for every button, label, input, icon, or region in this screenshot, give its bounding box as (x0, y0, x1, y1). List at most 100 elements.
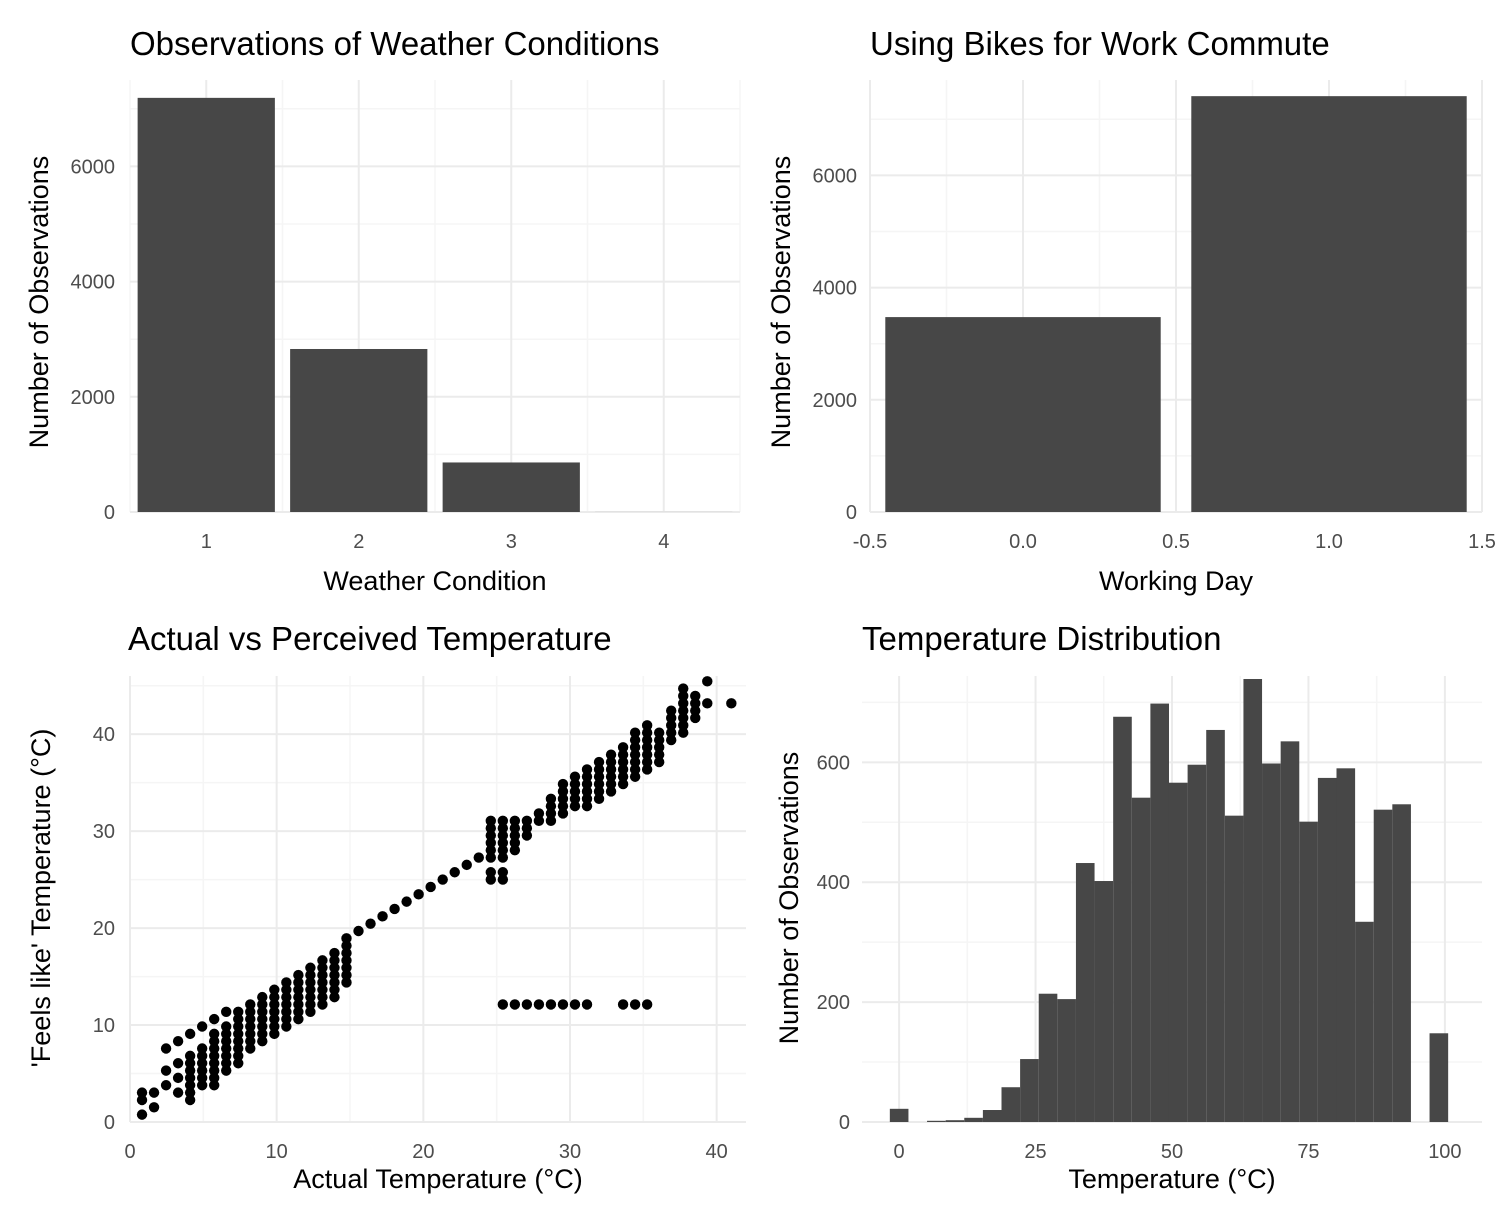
scatter-point (629, 771, 641, 782)
scatter-point (305, 977, 316, 988)
histogram-bar (1280, 741, 1300, 1122)
scatter-point (269, 1021, 280, 1032)
scatter-point (437, 874, 448, 885)
scatter-point (581, 800, 593, 812)
scatter-point (581, 778, 593, 790)
scatter-point (497, 845, 509, 856)
scatter-point (641, 999, 653, 1010)
scatter-point (172, 1058, 184, 1069)
scatter-point (726, 698, 737, 709)
scatter-point (208, 1065, 220, 1076)
histogram-bar (1150, 703, 1169, 1122)
scatter-point (305, 962, 316, 973)
scatter-point (581, 786, 593, 797)
scatter-point (617, 999, 629, 1010)
bar (885, 317, 1161, 512)
scatter-point (569, 786, 581, 797)
scatter-point (666, 720, 677, 731)
y-tick-label: 4000 (813, 278, 858, 300)
scatter-point (196, 1050, 208, 1062)
scatter-point (293, 1006, 304, 1018)
scatter-point (521, 830, 533, 841)
scatter-point (485, 837, 496, 849)
scatter-point (497, 837, 509, 849)
histogram-bar (1075, 863, 1095, 1122)
scatter-point (641, 764, 653, 775)
histogram-bar (1299, 821, 1318, 1122)
scatter-point (329, 969, 340, 981)
scatter-point (257, 1021, 268, 1032)
scatter-point (233, 1013, 244, 1025)
scatter-point (196, 1080, 208, 1091)
scatter-point (509, 837, 521, 849)
scatter-point (184, 1050, 196, 1062)
scatter-point (281, 1006, 292, 1018)
scatter-point (569, 999, 581, 1010)
scatter-point (293, 969, 304, 981)
x-tick-label: 25 (1024, 1141, 1046, 1163)
y-tick-label: 2000 (813, 390, 858, 412)
scatter-point (425, 881, 436, 893)
histogram-bar (1317, 777, 1337, 1122)
scatter-point (208, 1013, 220, 1025)
scatter-point (221, 1021, 232, 1032)
scatter-point (245, 1013, 256, 1025)
scatter-point (329, 991, 340, 1003)
scatter-point (281, 999, 292, 1010)
y-tick-label: 600 (817, 752, 850, 774)
tick-labels: 0 10 20 30 40 0 10 20 30 40 (93, 724, 728, 1163)
scatter-point (160, 1065, 172, 1076)
scatter-point (485, 852, 496, 863)
scatter-point (221, 1028, 232, 1040)
scatter-point (461, 859, 472, 871)
y-tick-label: 2000 (71, 387, 116, 409)
y-tick-label: 30 (93, 821, 115, 843)
scatter-point (497, 867, 509, 878)
scatter-point (666, 712, 677, 724)
scatter-point (666, 727, 677, 738)
scatter-point (593, 793, 605, 805)
scatter-point (569, 793, 581, 805)
scatter-point (605, 778, 617, 790)
histogram-bar (927, 1120, 946, 1122)
scatter-point (497, 874, 509, 885)
x-tick-label: -0.5 (853, 531, 887, 553)
x-tick-label: 40 (706, 1141, 728, 1163)
scatter-point (617, 749, 629, 760)
data-marks (137, 97, 733, 512)
chart-panel-4: 0 25 50 75 100 0 200 400 600 Temperature Distribu… (774, 620, 1482, 1194)
scatter-point (690, 705, 701, 716)
y-tick-label: 0 (104, 502, 115, 524)
scatter-point (329, 984, 340, 995)
scatter-point (305, 969, 316, 981)
scatter-point (557, 999, 569, 1010)
y-axis-title: Number of Observations (24, 156, 54, 449)
bar (290, 348, 428, 512)
scatter-point (305, 984, 316, 995)
scatter-point (281, 1021, 292, 1032)
scatter-point (497, 999, 509, 1010)
scatter-point (172, 1036, 184, 1047)
chart-panel-1: 1 2 3 4 0 2000 4000 6000 Observations of Weather… (24, 25, 741, 596)
scatter-point (569, 800, 581, 812)
histogram-bar (1020, 1059, 1039, 1122)
scatter-point (136, 1087, 148, 1098)
scatter-point (653, 749, 665, 760)
scatter-point (136, 1109, 148, 1120)
scatter-point (678, 698, 689, 709)
scatter-point (629, 734, 641, 746)
tick-labels: 0 25 50 75 100 0 200 400 600 (817, 752, 1462, 1163)
scatter-point (221, 1058, 232, 1069)
scatter-point (233, 1006, 244, 1018)
scatter-point (245, 1028, 256, 1040)
scatter-point (317, 991, 328, 1003)
scatter-point (678, 683, 689, 694)
scatter-point (184, 1094, 196, 1106)
scatter-point (233, 1058, 244, 1069)
scatter-point (257, 1013, 268, 1025)
scatter-point (148, 1102, 160, 1113)
scatter-point (293, 977, 304, 988)
histogram-bar (1057, 999, 1076, 1122)
scatter-point (184, 1080, 196, 1091)
scatter-point (208, 1043, 220, 1054)
